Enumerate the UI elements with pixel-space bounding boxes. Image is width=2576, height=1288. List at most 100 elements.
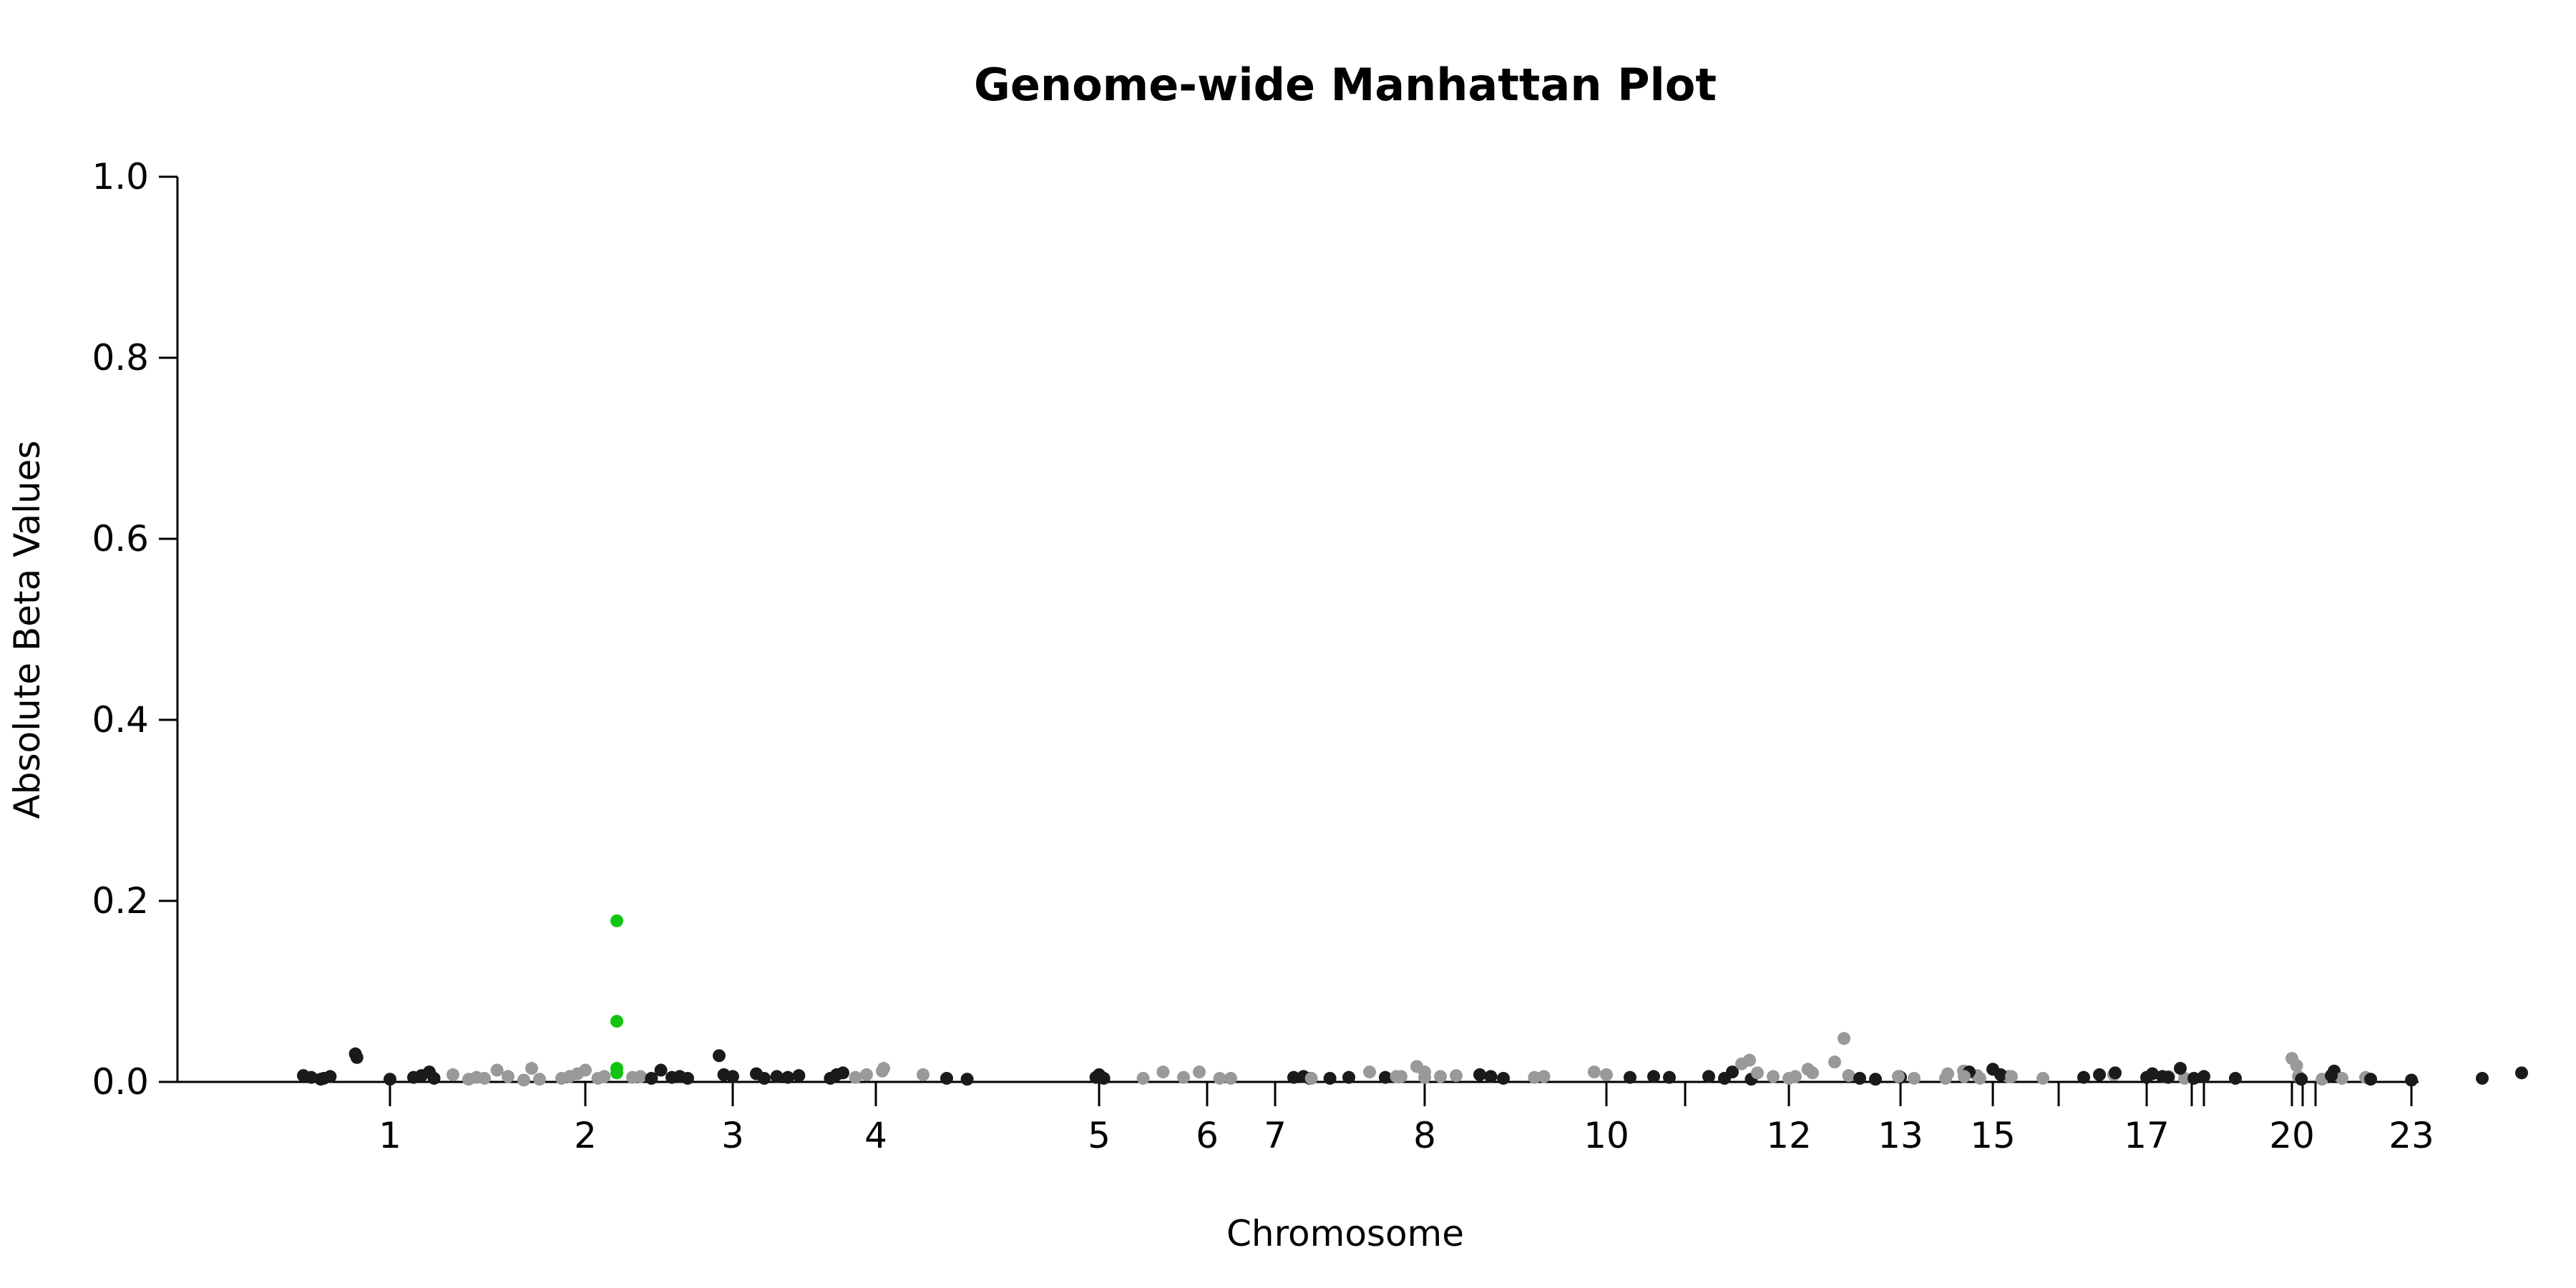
data-point — [1908, 1071, 1921, 1085]
data-point — [1528, 1070, 1541, 1084]
data-point — [1718, 1071, 1731, 1085]
y-tick-label: 0.2 — [92, 880, 149, 922]
data-point — [634, 1070, 647, 1083]
y-tick-label: 0.8 — [92, 337, 149, 379]
x-tick-label: 1 — [379, 1115, 401, 1156]
data-point — [1869, 1073, 1882, 1086]
data-point — [877, 1062, 890, 1075]
x-tick-label: 23 — [2389, 1115, 2434, 1156]
data-point — [579, 1063, 592, 1077]
data-point — [1974, 1071, 1986, 1085]
data-point — [1342, 1070, 1355, 1084]
data-point — [610, 1015, 623, 1028]
data-point — [1537, 1070, 1551, 1083]
data-point — [1193, 1065, 1206, 1079]
data-point — [2109, 1066, 2122, 1080]
data-point — [1892, 1070, 1905, 1083]
data-point — [860, 1068, 873, 1081]
data-point — [1390, 1070, 1403, 1083]
data-point — [1177, 1070, 1190, 1084]
data-point — [490, 1063, 504, 1077]
data-point — [2336, 1071, 2348, 1085]
data-point — [917, 1068, 930, 1081]
data-point — [654, 1063, 668, 1077]
data-point — [1136, 1071, 1150, 1085]
x-tick-label: 5 — [1088, 1115, 1111, 1156]
x-tick-label: 17 — [2124, 1115, 2170, 1156]
data-point — [940, 1071, 953, 1085]
x-tick-label: 10 — [1584, 1115, 1629, 1156]
data-point — [1842, 1069, 1855, 1083]
data-point — [645, 1071, 658, 1085]
data-point — [2162, 1070, 2175, 1084]
data-point — [836, 1066, 849, 1080]
y-axis-label: Absolute Beta Values — [6, 441, 48, 819]
data-point — [781, 1070, 794, 1084]
data-point — [323, 1070, 337, 1083]
data-point — [384, 1073, 396, 1086]
data-point — [681, 1071, 694, 1085]
chart-title: Genome-wide Manhattan Plot — [974, 59, 1717, 111]
x-tick-label: 7 — [1264, 1115, 1287, 1156]
data-point — [1853, 1071, 1866, 1085]
data-point — [960, 1073, 974, 1086]
data-point — [1304, 1071, 1318, 1085]
data-point — [502, 1070, 514, 1083]
data-point — [447, 1068, 459, 1081]
data-point — [2295, 1073, 2308, 1086]
data-points — [297, 914, 2528, 1087]
x-tick-label: 20 — [2269, 1115, 2315, 1156]
data-point — [1782, 1071, 1795, 1085]
data-point — [2229, 1071, 2242, 1085]
data-point — [1828, 1055, 1841, 1069]
data-point — [2364, 1073, 2377, 1086]
x-axis: 1 2 3 4 5 6 7 8 10 12 13 15 17 20 23 — [177, 1080, 2434, 1156]
data-point — [726, 1070, 739, 1083]
data-point — [1379, 1070, 1392, 1084]
data-point — [2174, 1062, 2187, 1075]
data-point — [1224, 1071, 1237, 1085]
data-point — [1323, 1071, 1337, 1085]
data-point — [1994, 1068, 2007, 1081]
data-point — [2197, 1070, 2210, 1083]
x-tick-label: 15 — [1970, 1115, 2016, 1156]
data-point — [350, 1050, 364, 1064]
data-point — [1958, 1070, 1971, 1083]
data-point — [1434, 1070, 1447, 1083]
data-point — [1702, 1070, 1715, 1083]
x-tick-label: 13 — [1878, 1115, 1923, 1156]
data-point — [525, 1062, 538, 1075]
data-point — [1097, 1071, 1111, 1085]
data-point — [1838, 1032, 1850, 1045]
data-point — [2405, 1073, 2418, 1087]
data-point — [1806, 1066, 1819, 1080]
data-point — [2290, 1059, 2303, 1073]
y-tick-label: 0.6 — [92, 518, 149, 560]
data-point — [1497, 1071, 1510, 1085]
data-point — [1600, 1068, 1613, 1081]
data-point — [1418, 1065, 1431, 1079]
data-point — [478, 1071, 491, 1085]
data-point — [1767, 1070, 1780, 1083]
data-point — [2187, 1071, 2200, 1085]
x-tick-label: 6 — [1196, 1115, 1219, 1156]
data-point — [1213, 1071, 1226, 1085]
data-point — [2093, 1068, 2106, 1081]
x-axis-label: Chromosome — [1226, 1213, 1464, 1254]
data-point — [1624, 1070, 1636, 1084]
data-point — [792, 1069, 806, 1083]
y-tick-label: 0.0 — [92, 1061, 149, 1103]
data-point — [1751, 1066, 1764, 1080]
data-point — [1588, 1065, 1601, 1079]
data-point — [1287, 1070, 1300, 1084]
y-tick-label: 1.0 — [92, 156, 149, 197]
data-point — [533, 1073, 546, 1086]
x-tick-label: 12 — [1766, 1115, 1812, 1156]
y-tick-label: 0.4 — [92, 699, 149, 741]
data-point — [427, 1071, 441, 1085]
data-point — [2515, 1066, 2528, 1080]
x-tick-label: 4 — [864, 1115, 887, 1156]
data-point — [2077, 1070, 2090, 1084]
data-point — [597, 1070, 611, 1083]
